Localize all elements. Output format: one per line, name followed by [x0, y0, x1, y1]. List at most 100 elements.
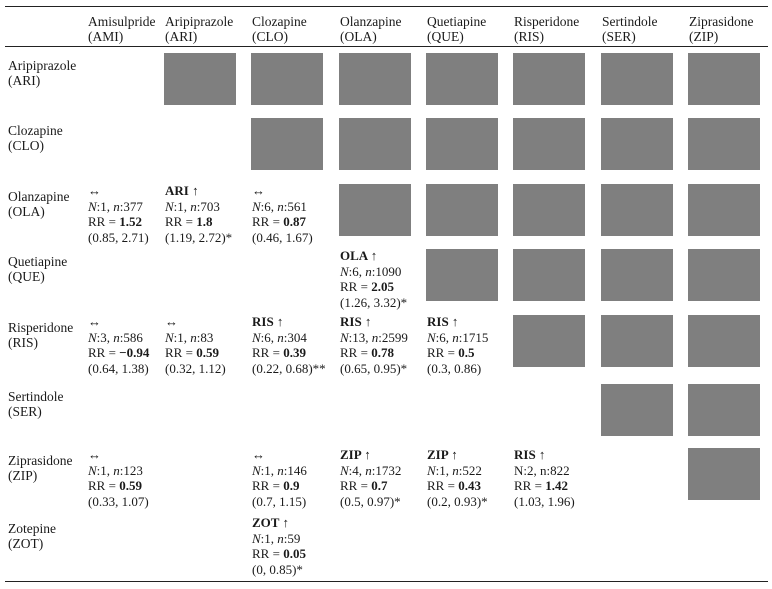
row-label-ser: Sertindole (SER)	[8, 389, 64, 419]
result-counts: N:6, n:561	[252, 198, 307, 214]
result-cell: ↔ N:1, n:146 RR = 0.9 (0.7, 1.15)	[252, 447, 307, 509]
shaded-cell	[513, 315, 585, 367]
result-rr: RR = 0.39	[252, 345, 306, 360]
header-rule	[5, 46, 768, 47]
result-rr: RR = −0.94	[88, 345, 150, 360]
row-label-abbr: (SER)	[8, 404, 42, 419]
column-header-abbr: (CLO)	[252, 29, 288, 44]
result-cell: ZIP ↑ N:1, n:522 RR = 0.43 (0.2, 0.93)*	[427, 447, 488, 509]
top-rule	[5, 6, 768, 7]
result-rr: RR = 0.9	[252, 478, 300, 493]
shaded-cell	[426, 184, 498, 236]
result-cell: OLA ↑ N:6, n:1090 RR = 2.05 (1.26, 3.32)*	[340, 248, 407, 310]
shaded-cell	[688, 384, 760, 436]
column-header-ris: Risperidone (RIS)	[514, 14, 579, 44]
result-cell: ZOT ↑ N:1, n:59 RR = 0.05 (0, 0.85)*	[252, 515, 306, 577]
result-direction: ↔	[252, 447, 265, 462]
column-header-ari: Aripiprazole (ARI)	[165, 14, 233, 44]
result-direction: OLA ↑	[340, 248, 378, 263]
column-header-abbr: (ZIP)	[689, 29, 719, 44]
result-rr: RR = 0.7	[340, 478, 388, 493]
row-label-name: Olanzapine	[8, 189, 70, 204]
shaded-cell	[513, 118, 585, 170]
result-cell: ↔ N:1, n:83 RR = 0.59 (0.32, 1.12)	[165, 314, 226, 376]
result-ci: (0.65, 0.95)*	[340, 360, 408, 376]
shaded-cell	[339, 118, 411, 170]
result-counts: N:2, n:822	[514, 462, 570, 478]
row-label-name: Zotepine	[8, 521, 56, 536]
row-label-name: Clozapine	[8, 123, 63, 138]
result-ci: (0.33, 1.07)	[88, 493, 149, 509]
column-header-que: Quetiapine (QUE)	[427, 14, 486, 44]
column-header-abbr: (OLA)	[340, 29, 377, 44]
row-label-zot: Zotepine (ZOT)	[8, 521, 56, 551]
result-counts: N:1, n:377	[88, 198, 143, 214]
column-header-ami: Amisulpride (AMI)	[88, 14, 156, 44]
result-rr: RR = 0.43	[427, 478, 481, 493]
shaded-cell	[339, 184, 411, 236]
result-rr: RR = 1.8	[165, 214, 213, 229]
row-label-abbr: (CLO)	[8, 138, 44, 153]
result-direction: ZIP ↑	[427, 447, 458, 462]
result-direction: RIS ↑	[427, 314, 459, 329]
shaded-cell	[251, 118, 323, 170]
result-rr: RR = 1.52	[88, 214, 142, 229]
result-ci: (0.46, 1.67)	[252, 229, 313, 245]
result-cell: RIS ↑ N:13, n:2599 RR = 0.78 (0.65, 0.95)*	[340, 314, 408, 376]
result-direction: RIS ↑	[252, 314, 284, 329]
result-ci: (1.26, 3.32)*	[340, 294, 408, 310]
row-label-que: Quetiapine (QUE)	[8, 254, 67, 284]
shaded-cell	[426, 118, 498, 170]
shaded-cell	[688, 118, 760, 170]
result-direction: ARI ↑	[165, 183, 199, 198]
result-counts: N:1, n:146	[252, 462, 307, 478]
column-header-ola: Olanzapine (OLA)	[340, 14, 401, 44]
result-ci: (0.64, 1.38)	[88, 360, 149, 376]
result-cell: RIS ↑ N:2, n:822 RR = 1.42 (1.03, 1.96)	[514, 447, 575, 509]
result-rr: RR = 0.59	[88, 478, 142, 493]
column-header-abbr: (AMI)	[88, 29, 124, 44]
row-label-abbr: (OLA)	[8, 204, 45, 219]
shaded-cell	[251, 53, 323, 105]
result-direction: ZIP ↑	[340, 447, 371, 462]
bottom-rule	[5, 581, 768, 582]
row-label-name: Quetiapine	[8, 254, 68, 269]
row-label-ari: Aripiprazole (ARI)	[8, 58, 76, 88]
column-header-name: Aripiprazole	[165, 14, 234, 29]
shaded-cell	[426, 249, 498, 301]
shaded-cell	[426, 53, 498, 105]
result-rr: RR = 0.05	[252, 546, 306, 561]
row-label-name: Ziprasidone	[8, 453, 73, 468]
column-header-abbr: (QUE)	[427, 29, 464, 44]
shaded-cell	[513, 249, 585, 301]
result-counts: N:1, n:83	[165, 329, 214, 345]
shaded-cell	[688, 249, 760, 301]
result-counts: N:13, n:2599	[340, 329, 408, 345]
shaded-cell	[601, 118, 673, 170]
column-header-abbr: (RIS)	[514, 29, 544, 44]
shaded-cell	[688, 315, 760, 367]
row-label-ola: Olanzapine (OLA)	[8, 189, 69, 219]
shaded-cell	[513, 53, 585, 105]
shaded-cell	[601, 184, 673, 236]
shaded-cell	[601, 53, 673, 105]
result-cell: ZIP ↑ N:4, n:1732 RR = 0.7 (0.5, 0.97)*	[340, 447, 401, 509]
result-counts: N:1, n:703	[165, 198, 220, 214]
result-counts: N:1, n:59	[252, 530, 301, 546]
column-header-abbr: (ARI)	[165, 29, 198, 44]
result-direction: ↔	[88, 447, 101, 462]
result-ci: (0.22, 0.68)**	[252, 360, 326, 376]
column-header-name: Amisulpride	[88, 14, 156, 29]
result-counts: N:6, n:1715	[427, 329, 489, 345]
result-ci: (0.2, 0.93)*	[427, 493, 488, 509]
result-rr: RR = 0.59	[165, 345, 219, 360]
row-label-ris: Risperidone (RIS)	[8, 320, 73, 350]
row-label-name: Sertindole	[8, 389, 64, 404]
row-label-abbr: (ZOT)	[8, 536, 44, 551]
shaded-cell	[601, 315, 673, 367]
column-header-name: Olanzapine	[340, 14, 402, 29]
result-cell: ARI ↑ N:1, n:703 RR = 1.8 (1.19, 2.72)*	[165, 183, 232, 245]
result-counts: N:3, n:586	[88, 329, 143, 345]
result-rr: RR = 0.87	[252, 214, 306, 229]
